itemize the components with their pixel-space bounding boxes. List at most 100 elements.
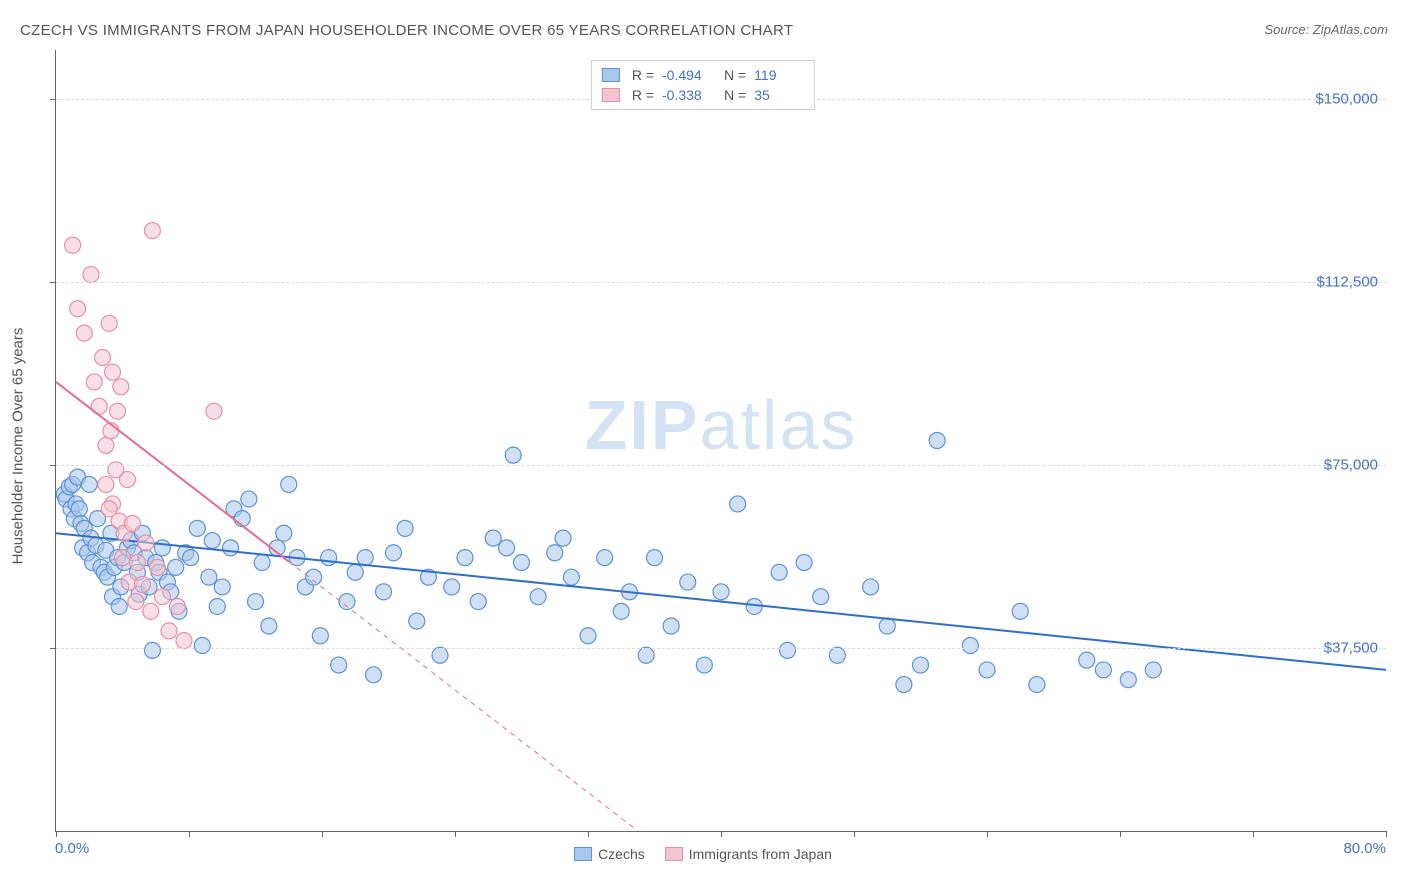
data-point [281,476,297,492]
source-attribution: Source: ZipAtlas.com [1264,22,1388,37]
data-point [505,447,521,463]
data-point [261,618,277,634]
data-point [1145,662,1161,678]
data-point [144,223,160,239]
r-label: R = [632,67,654,83]
data-point [713,584,729,600]
ytick-label: $112,500 [1317,273,1378,290]
data-point [71,501,87,517]
data-point [129,555,145,571]
xlim-left-label: 0.0% [55,840,89,857]
data-point [896,677,912,693]
data-point [134,576,150,592]
legend-swatch [665,847,683,861]
data-point [385,545,401,561]
gridline [56,648,1386,649]
gridline [56,282,1386,283]
xtick-mark [854,831,855,837]
data-point [879,618,895,634]
series-legend-item: Czechs [574,846,645,862]
n-value: 35 [754,87,804,103]
data-point [530,589,546,605]
data-point [357,550,373,566]
series-legend-label: Czechs [598,846,645,862]
data-point [331,657,347,673]
data-point [98,437,114,453]
data-point [1079,652,1095,668]
data-point [276,525,292,541]
xtick-mark [1253,831,1254,837]
ytick-label: $150,000 [1315,90,1378,107]
data-point [70,301,86,317]
data-point [444,579,460,595]
data-point [161,623,177,639]
data-point [663,618,679,634]
data-point [647,550,663,566]
data-point [366,667,382,683]
xtick-mark [1386,831,1387,837]
data-point [580,628,596,644]
data-point [638,647,654,663]
data-point [223,540,239,556]
r-value: -0.338 [662,87,712,103]
data-point [101,315,117,331]
r-label: R = [632,87,654,103]
data-point [149,559,165,575]
data-point [113,379,129,395]
source-name: ZipAtlas.com [1313,22,1388,37]
gridline [56,465,1386,466]
data-point [81,476,97,492]
data-point [929,433,945,449]
xtick-mark [455,831,456,837]
ytick-label: $75,000 [1324,456,1378,473]
xtick-mark [721,831,722,837]
ytick-label: $37,500 [1324,639,1378,656]
n-label: N = [724,67,746,83]
data-point [110,403,126,419]
data-point [241,491,257,507]
data-point [347,564,363,580]
data-point [124,515,140,531]
legend-swatch [574,847,592,861]
data-point [154,540,170,556]
data-point [397,520,413,536]
series-legend: CzechsImmigrants from Japan [574,846,832,862]
data-point [485,530,501,546]
data-point [547,545,563,561]
data-point [696,657,712,673]
data-point [1095,662,1111,678]
data-point [254,555,270,571]
legend-swatch [602,88,620,102]
data-point [780,642,796,658]
ytick-mark [50,465,56,466]
data-point [248,594,264,610]
data-point [597,550,613,566]
data-point [613,603,629,619]
data-point [1029,677,1045,693]
data-point [1120,672,1136,688]
legend-swatch [602,68,620,82]
data-point [111,598,127,614]
data-point [144,642,160,658]
chart-container: CZECH VS IMMIGRANTS FROM JAPAN HOUSEHOLD… [0,0,1406,892]
r-value: -0.494 [662,67,712,83]
y-axis-label: Householder Income Over 65 years [10,328,27,565]
plot-svg [56,50,1386,831]
correlation-legend-row: R = -0.494 N = 119 [602,65,804,85]
data-point [1012,603,1028,619]
data-point [183,550,199,566]
data-point [119,472,135,488]
data-point [86,374,102,390]
data-point [863,579,879,595]
data-point [962,638,978,654]
data-point [432,647,448,663]
data-point [83,267,99,283]
data-point [105,364,121,380]
data-point [409,613,425,629]
data-point [194,638,210,654]
data-point [499,540,515,556]
data-point [514,555,530,571]
data-point [168,559,184,575]
data-point [321,550,337,566]
data-point [312,628,328,644]
